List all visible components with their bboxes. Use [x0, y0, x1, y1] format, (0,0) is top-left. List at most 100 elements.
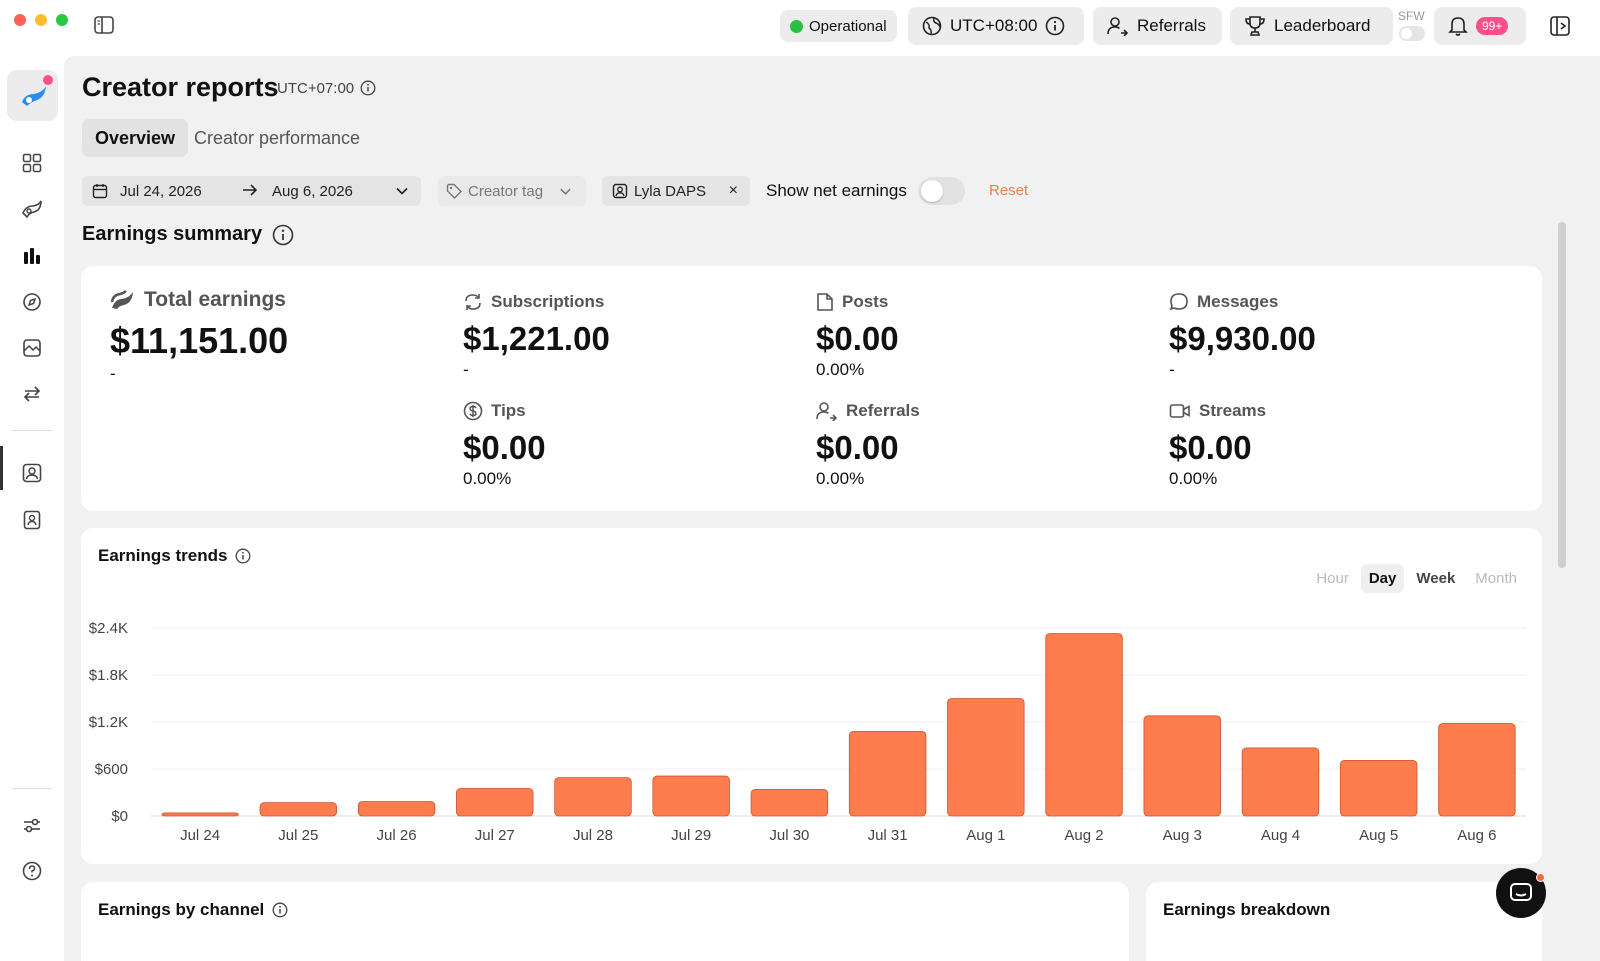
- nav-discover[interactable]: [20, 290, 44, 314]
- y-tick-label: $2.4K: [89, 620, 128, 637]
- kpi-label: Messages: [1197, 292, 1279, 311]
- bar-jul-30[interactable]: [750, 788, 829, 817]
- left-rail: [0, 56, 64, 961]
- nav-profile[interactable]: [20, 461, 44, 485]
- arrow-right-icon: [243, 184, 258, 196]
- bell-icon: [1448, 17, 1468, 36]
- creator-tag-select[interactable]: Creator tag: [438, 176, 586, 206]
- bar-jul-29[interactable]: [652, 775, 730, 817]
- kpi-messages: Messages $9,930.00 -: [1169, 292, 1316, 380]
- creator-filter-chip[interactable]: Lyla DAPS ×: [602, 176, 750, 206]
- nav-transfers[interactable]: [20, 382, 44, 406]
- sfw-toggle[interactable]: [1399, 26, 1425, 41]
- tab-overview[interactable]: Overview: [82, 119, 189, 157]
- granularity-week[interactable]: Week: [1416, 570, 1456, 587]
- kpi-label: Total earnings: [144, 288, 286, 311]
- info-icon[interactable]: [272, 224, 294, 246]
- earnings-breakdown-card: Earnings breakdown: [1146, 882, 1542, 961]
- status-pill[interactable]: Operational: [780, 10, 897, 42]
- kpi-tips: Tips $0.00 0.00%: [463, 401, 546, 489]
- status-dot-icon: [790, 19, 803, 33]
- granularity-hour[interactable]: Hour: [1316, 570, 1349, 587]
- image-chart-icon: [23, 339, 41, 357]
- bar-aug-6[interactable]: [1438, 723, 1516, 817]
- kpi-streams: Streams $0.00 0.00%: [1169, 401, 1266, 489]
- creator-logo-icon: [110, 290, 133, 309]
- info-icon[interactable]: [360, 80, 376, 96]
- granularity-month[interactable]: Month: [1475, 570, 1517, 587]
- bar-aug-4[interactable]: [1241, 747, 1320, 817]
- nav-dashboard[interactable]: [20, 151, 44, 175]
- status-label: Operational: [809, 17, 887, 35]
- info-icon[interactable]: [235, 548, 251, 564]
- bar-jul-25[interactable]: [259, 802, 338, 817]
- earnings-summary-card: Total earnings $11,151.00 - Subscription…: [81, 266, 1542, 511]
- bar-jul-27[interactable]: [456, 788, 534, 817]
- x-tick-label: Jul 27: [475, 827, 515, 844]
- kpi-change: 0.00%: [1169, 469, 1218, 488]
- bar-aug-5[interactable]: [1339, 759, 1418, 817]
- date-range-picker[interactable]: Jul 24, 2026 Aug 6, 2026: [82, 176, 421, 206]
- kpi-label: Subscriptions: [491, 292, 605, 311]
- calendar-icon: [92, 184, 108, 199]
- rail-active-indicator: [0, 446, 3, 490]
- document-icon: [817, 293, 833, 311]
- referrals-button[interactable]: Referrals: [1093, 7, 1222, 45]
- video-camera-icon: [1169, 404, 1190, 418]
- bar-jul-26[interactable]: [357, 801, 436, 817]
- bar-aug-2[interactable]: [1045, 633, 1123, 817]
- kpi-label: Tips: [491, 401, 526, 420]
- bar-jul-24[interactable]: [161, 812, 239, 817]
- kpi-change: -: [1169, 360, 1175, 379]
- window-layout-icon[interactable]: [1549, 15, 1571, 37]
- notifications-button[interactable]: 99+: [1434, 7, 1526, 45]
- rail-divider-bottom: [12, 788, 52, 789]
- date-end: Aug 6, 2026: [272, 182, 353, 200]
- tab-creator-performance[interactable]: Creator performance: [194, 127, 361, 148]
- x-tick-label: Jul 29: [671, 827, 711, 844]
- maximize-window-button[interactable]: [56, 14, 68, 26]
- support-chat-button[interactable]: [1496, 868, 1546, 918]
- nav-help[interactable]: [20, 859, 44, 883]
- globe-icon: [922, 16, 942, 36]
- granularity-selector: Hour Day Week Month: [1308, 564, 1525, 593]
- bar-aug-3[interactable]: [1143, 715, 1221, 817]
- timezone-button[interactable]: UTC+08:00: [908, 7, 1084, 45]
- granularity-day[interactable]: Day: [1360, 564, 1405, 593]
- nav-settings[interactable]: [20, 813, 44, 837]
- info-icon: [1046, 16, 1065, 36]
- chevron-down-icon: [396, 187, 408, 195]
- nav-reports[interactable]: [20, 244, 44, 268]
- x-tick-label: Aug 2: [1064, 827, 1103, 844]
- page-scrollbar[interactable]: [1558, 222, 1566, 568]
- x-tick-label: Aug 5: [1359, 827, 1398, 844]
- nav-creators[interactable]: [20, 197, 44, 221]
- nav-analytics[interactable]: [20, 336, 44, 360]
- remove-creator-icon[interactable]: ×: [728, 182, 738, 199]
- info-icon[interactable]: [272, 902, 288, 918]
- reset-button[interactable]: Reset: [989, 182, 1029, 199]
- x-tick-label: Aug 4: [1261, 827, 1300, 844]
- bar-jul-31[interactable]: [848, 731, 927, 817]
- leaderboard-button[interactable]: Leaderboard: [1230, 7, 1393, 45]
- date-start: Jul 24, 2026: [120, 182, 202, 200]
- kpi-value: $9,930.00: [1169, 320, 1316, 357]
- logo-notification-dot: [43, 75, 53, 85]
- nav-contacts[interactable]: [20, 508, 44, 532]
- bar-aug-1[interactable]: [947, 698, 1025, 817]
- sfw-label: SFW: [1398, 9, 1425, 23]
- tag-icon: [446, 183, 462, 199]
- page-title: Creator reports: [82, 72, 279, 102]
- earnings-summary-heading: Earnings summary: [82, 223, 294, 246]
- net-earnings-toggle[interactable]: [918, 177, 965, 205]
- app-logo[interactable]: [7, 70, 58, 121]
- kpi-change: 0.00%: [816, 469, 865, 488]
- sidebar-toggle-icon[interactable]: [94, 16, 114, 34]
- leaderboard-label: Leaderboard: [1274, 16, 1371, 35]
- bar-jul-28[interactable]: [554, 777, 632, 817]
- help-icon: [22, 861, 42, 881]
- close-window-button[interactable]: [14, 14, 26, 26]
- sliders-icon: [24, 818, 40, 833]
- minimize-window-button[interactable]: [35, 14, 47, 26]
- kpi-change: 0.00%: [816, 360, 865, 379]
